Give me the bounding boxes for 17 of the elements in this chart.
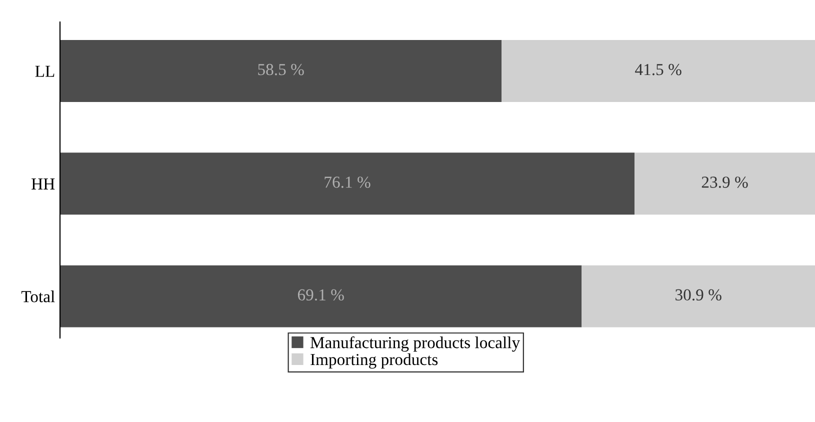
bar [502, 40, 815, 102]
y-tick-label: HH [32, 178, 55, 190]
data-label: 69.1 % [298, 289, 344, 301]
legend-label: Manufacturing products locally [310, 336, 520, 352]
data-label: 41.5 % [635, 64, 682, 76]
data-label: 30.9 % [676, 289, 722, 301]
data-label: 76.1 % [324, 176, 370, 188]
y-tick-label: Total [21, 290, 55, 302]
data-label: 23.9 % [702, 176, 748, 188]
data-label: 58.5 % [258, 64, 304, 76]
bar [60, 152, 635, 215]
bar [582, 265, 815, 328]
bar [634, 152, 815, 215]
legend-label: Importing products [310, 353, 438, 369]
bar [60, 40, 502, 102]
y-tick-label: LL [35, 66, 54, 77]
bar [60, 265, 582, 328]
